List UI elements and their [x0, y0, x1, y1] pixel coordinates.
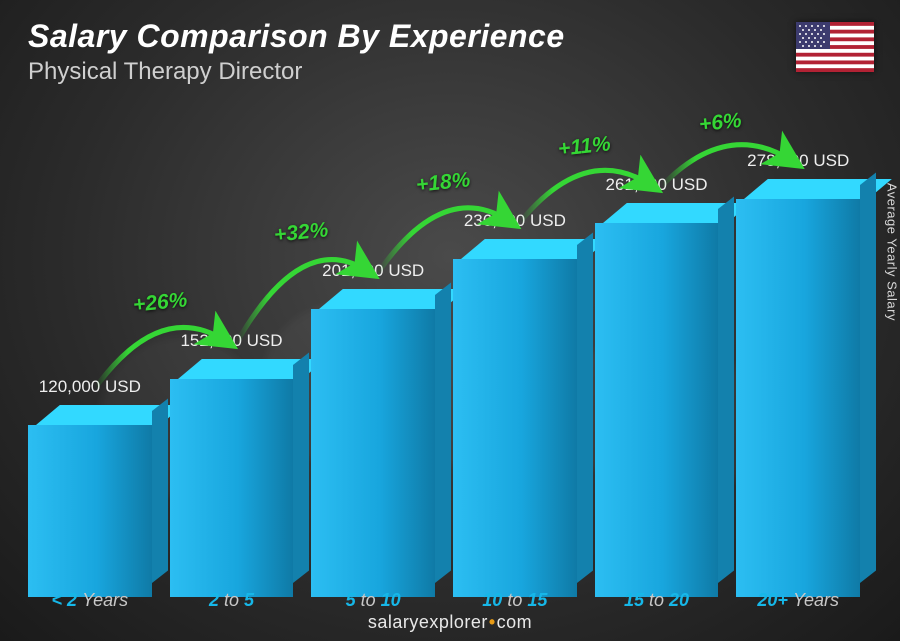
- bar-column: 120,000 USD < 2 Years: [28, 377, 152, 577]
- bar-chart: 120,000 USD < 2 Years 152,000 USD 2 to 5…: [28, 97, 860, 577]
- page-subtitle: Physical Therapy Director: [28, 58, 302, 86]
- category-label: 10 to 15: [482, 590, 547, 611]
- bar-side-face: [152, 398, 168, 583]
- bar-3d: [170, 359, 294, 577]
- bar-front-face: [453, 259, 577, 597]
- bar-wrap: 278,000 USD: [736, 151, 860, 577]
- bar-column: 201,000 USD 5 to 10: [311, 261, 435, 577]
- category-label: 15 to 20: [624, 590, 689, 611]
- salary-label: 278,000 USD: [747, 151, 849, 171]
- bar-side-face: [860, 172, 876, 583]
- footer-text: salaryexplorer: [368, 612, 488, 632]
- salary-label: 236,000 USD: [464, 211, 566, 231]
- y-axis-label: Average Yearly Salary: [885, 182, 900, 320]
- bar-side-face: [718, 196, 734, 583]
- bar-column: 236,000 USD 10 to 15: [453, 211, 577, 577]
- bar-side-face: [577, 232, 593, 583]
- category-label: < 2 Years: [52, 590, 129, 611]
- growth-pct-label: +6%: [698, 109, 743, 137]
- salary-label: 261,000 USD: [605, 175, 707, 195]
- bar-front-face: [170, 379, 294, 597]
- bar-3d: [595, 203, 719, 577]
- footer-tld: com: [497, 612, 533, 632]
- footer-brand: salaryexplorer•com: [0, 612, 900, 633]
- salary-label: 201,000 USD: [322, 261, 424, 281]
- bar-3d: [736, 179, 860, 577]
- bar-front-face: [595, 223, 719, 597]
- bar-front-face: [28, 425, 152, 597]
- us-flag-icon: [796, 22, 874, 72]
- page-title: Salary Comparison By Experience: [28, 18, 565, 55]
- bar-column: 278,000 USD 20+ Years: [736, 151, 860, 577]
- salary-label: 120,000 USD: [39, 377, 141, 397]
- bar-wrap: 261,000 USD: [595, 175, 719, 577]
- category-label: 2 to 5: [209, 590, 254, 611]
- bar-front-face: [311, 309, 435, 597]
- salary-label: 152,000 USD: [180, 331, 282, 351]
- infographic-canvas: Salary Comparison By Experience Physical…: [0, 0, 900, 641]
- footer-dot-icon: •: [488, 612, 497, 632]
- bar-column: 261,000 USD 15 to 20: [595, 175, 719, 577]
- bar-3d: [311, 289, 435, 577]
- bar-column: 152,000 USD 2 to 5: [170, 331, 294, 577]
- bar-wrap: 201,000 USD: [311, 261, 435, 577]
- bar-side-face: [435, 282, 451, 583]
- bar-3d: [453, 239, 577, 577]
- bar-3d: [28, 405, 152, 577]
- category-label: 5 to 10: [346, 590, 401, 611]
- bar-wrap: 236,000 USD: [453, 211, 577, 577]
- bar-side-face: [293, 352, 309, 583]
- bar-wrap: 152,000 USD: [170, 331, 294, 577]
- bar-front-face: [736, 199, 860, 597]
- bar-wrap: 120,000 USD: [28, 377, 152, 577]
- category-label: 20+ Years: [757, 590, 839, 611]
